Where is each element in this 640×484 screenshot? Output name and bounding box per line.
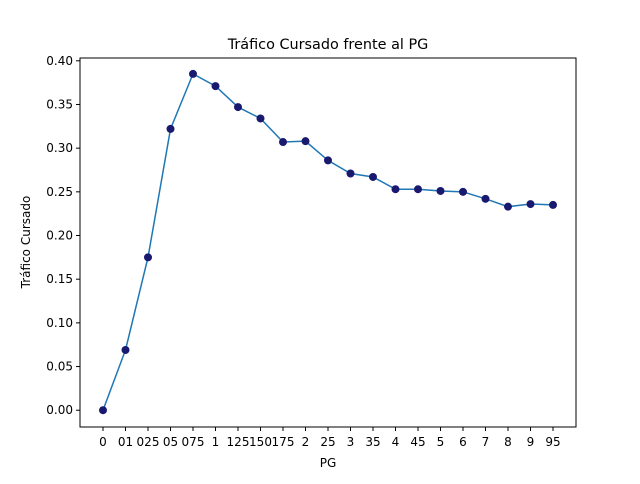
y-axis-label: Tráfico Cursado [19,196,33,290]
x-tick-label: 6 [459,435,467,449]
data-point [414,185,422,194]
x-tick-label: 8 [504,435,512,449]
y-tick-label: 0.00 [46,403,73,417]
x-tick-label: 025 [137,435,160,449]
data-point [346,169,355,178]
x-tick-label: 3 [347,435,355,449]
data-point [99,406,107,415]
data-point [526,200,535,209]
data-point [211,82,220,91]
x-tick-label: 9 [527,435,535,449]
y-tick-label: 0.05 [46,360,73,374]
series-marker-layer [99,69,557,415]
x-tick-label: 0 [99,435,107,449]
x-tick-label: 175 [272,435,295,449]
x-tick-label: 35 [365,435,380,449]
x-tick-label: 01 [118,435,133,449]
x-tick-label: 150 [249,435,272,449]
data-point [234,103,242,112]
x-tick-label: 05 [163,435,178,449]
chart-title: Tráfico Cursado frente al PG [227,37,429,53]
data-point [481,194,490,203]
data-point [121,345,130,354]
x-tick-label: 5 [437,435,445,449]
data-point [436,186,445,195]
x-tick-label: 1 [212,435,220,449]
plot-frame [79,57,577,428]
x-tick-label: 125 [227,435,250,449]
y-tick-label: 0.30 [46,141,73,155]
data-point [301,137,310,146]
y-tick-label: 0.10 [46,316,73,330]
x-tick-label: 7 [482,435,490,449]
x-axis-label: PG [320,456,337,470]
data-point [166,124,175,133]
data-point [391,185,400,194]
data-point [459,187,467,196]
y-tick-label: 0.25 [46,185,73,199]
y-tick-label: 0.20 [46,229,73,243]
data-point [189,69,197,78]
data-point [504,202,512,211]
x-tick-label: 075 [182,435,205,449]
y-tick-label: 0.15 [46,272,73,286]
x-tick-label: 25 [320,435,335,449]
x-tick-label: 4 [392,435,400,449]
data-point [279,138,287,147]
data-point [549,200,557,209]
data-point [256,114,265,123]
data-point [144,253,152,262]
y-tick-label: 0.35 [46,97,73,111]
data-point [369,172,377,181]
x-tick-label: 2 [302,435,310,449]
x-tick-label: 95 [545,435,560,449]
x-tick-label: 45 [410,435,425,449]
y-tick-label: 0.40 [46,54,73,68]
axes: 0.00 0.05 0.10 0.15 0.20 0.25 0.30 0.35 0.40 0 01 0… [46,54,560,449]
data-point [324,156,332,165]
